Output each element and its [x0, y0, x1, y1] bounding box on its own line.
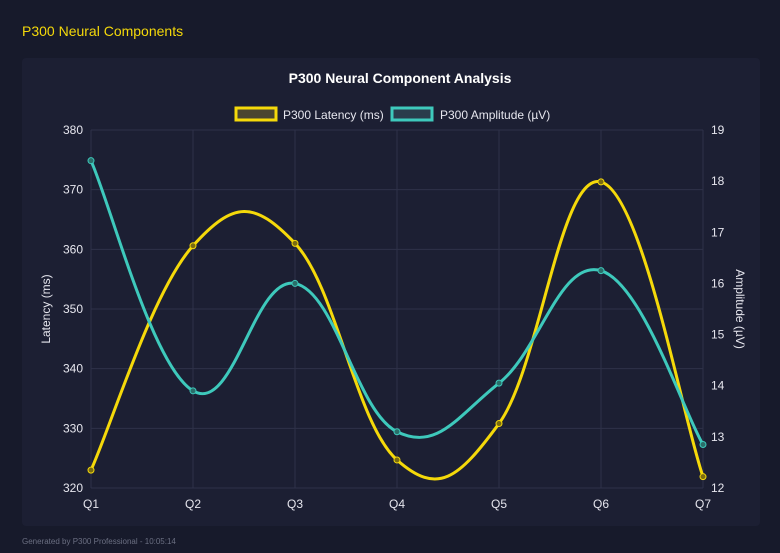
data-point	[597, 267, 605, 275]
page-title: P300 Neural Components	[22, 23, 184, 39]
data-point	[189, 387, 197, 395]
y-tick-label: 380	[63, 123, 83, 137]
y2-tick-label: 14	[711, 379, 725, 393]
x-tick-label: Q2	[185, 497, 201, 511]
y2-tick-label: 13	[711, 430, 725, 444]
chart-panel	[22, 58, 760, 526]
data-point	[393, 456, 401, 464]
legend-label: P300 Latency (ms)	[283, 108, 384, 122]
y-tick-label: 370	[63, 183, 83, 197]
data-point	[189, 242, 197, 250]
footer-text: Generated by P300 Professional - 10:05:1…	[22, 537, 176, 546]
legend-swatch	[390, 106, 434, 122]
y-tick-label: 340	[63, 362, 83, 376]
legend-label: P300 Amplitude (µV)	[440, 108, 550, 122]
x-tick-label: Q4	[389, 497, 405, 511]
x-tick-label: Q3	[287, 497, 303, 511]
x-tick-label: Q5	[491, 497, 507, 511]
y2-tick-label: 18	[711, 174, 725, 188]
x-tick-label: Q1	[83, 497, 99, 511]
data-point	[87, 466, 95, 474]
legend-swatch	[234, 106, 278, 122]
data-point	[597, 178, 605, 186]
data-point	[291, 239, 299, 247]
y2-tick-label: 17	[711, 225, 725, 239]
x-tick-label: Q6	[593, 497, 609, 511]
y-tick-label: 350	[63, 302, 83, 316]
data-point	[495, 379, 503, 387]
data-point	[699, 473, 707, 481]
data-point	[495, 420, 503, 428]
y-tick-label: 320	[63, 481, 83, 495]
y-tick-label: 330	[63, 421, 83, 435]
y-axis-label: Latency (ms)	[39, 274, 53, 343]
y2-tick-label: 16	[711, 276, 725, 290]
data-point	[393, 428, 401, 436]
y2-tick-label: 12	[711, 481, 725, 495]
data-point	[699, 441, 707, 449]
data-point	[291, 279, 299, 287]
data-point	[87, 157, 95, 165]
y2-tick-label: 19	[711, 123, 725, 137]
y-tick-label: 360	[63, 242, 83, 256]
y2-axis-label: Amplitude (µV)	[733, 269, 747, 349]
chart-title: P300 Neural Component Analysis	[289, 70, 512, 86]
y2-tick-label: 15	[711, 328, 725, 342]
x-tick-label: Q7	[695, 497, 711, 511]
